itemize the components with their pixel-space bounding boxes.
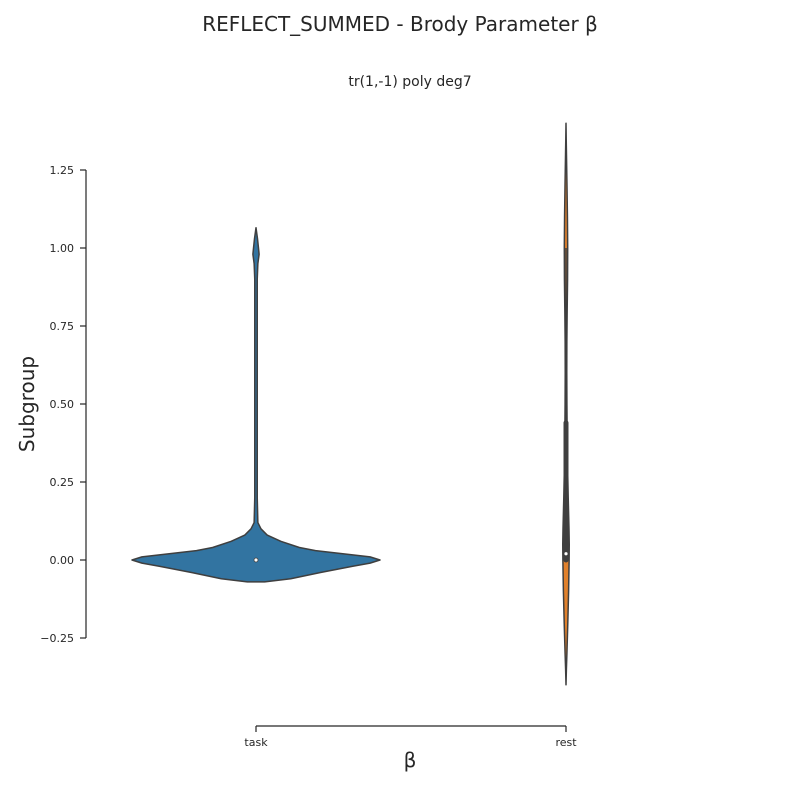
y-tick-label: 0.75 xyxy=(50,320,75,333)
y-tick-label: 1.00 xyxy=(50,242,75,255)
chart-subtitle: tr(1,-1) poly deg7 xyxy=(348,74,472,90)
y-tick-label: 0.50 xyxy=(50,398,75,411)
y-tick-label: 0.00 xyxy=(50,554,75,567)
x-tick-label-task: task xyxy=(244,736,268,749)
chart-title: REFLECT_SUMMED - Brody Parameter β xyxy=(202,12,598,36)
x-axis-label: β xyxy=(403,748,417,772)
x-tick-label-rest: rest xyxy=(555,736,577,749)
median-dot-task xyxy=(253,557,259,563)
violin-task xyxy=(131,226,381,583)
y-axis: −0.25 0.00 0.25 0.50 0.75 1.00 1.25 xyxy=(40,164,87,645)
y-tick-label: 0.25 xyxy=(50,476,75,489)
violins xyxy=(131,122,570,686)
median-dot-rest xyxy=(563,551,569,557)
y-axis-label: Subgroup xyxy=(15,355,39,453)
y-tick-label: 1.25 xyxy=(50,164,75,177)
y-tick-label: −0.25 xyxy=(40,632,74,645)
x-axis: task rest xyxy=(244,725,577,749)
